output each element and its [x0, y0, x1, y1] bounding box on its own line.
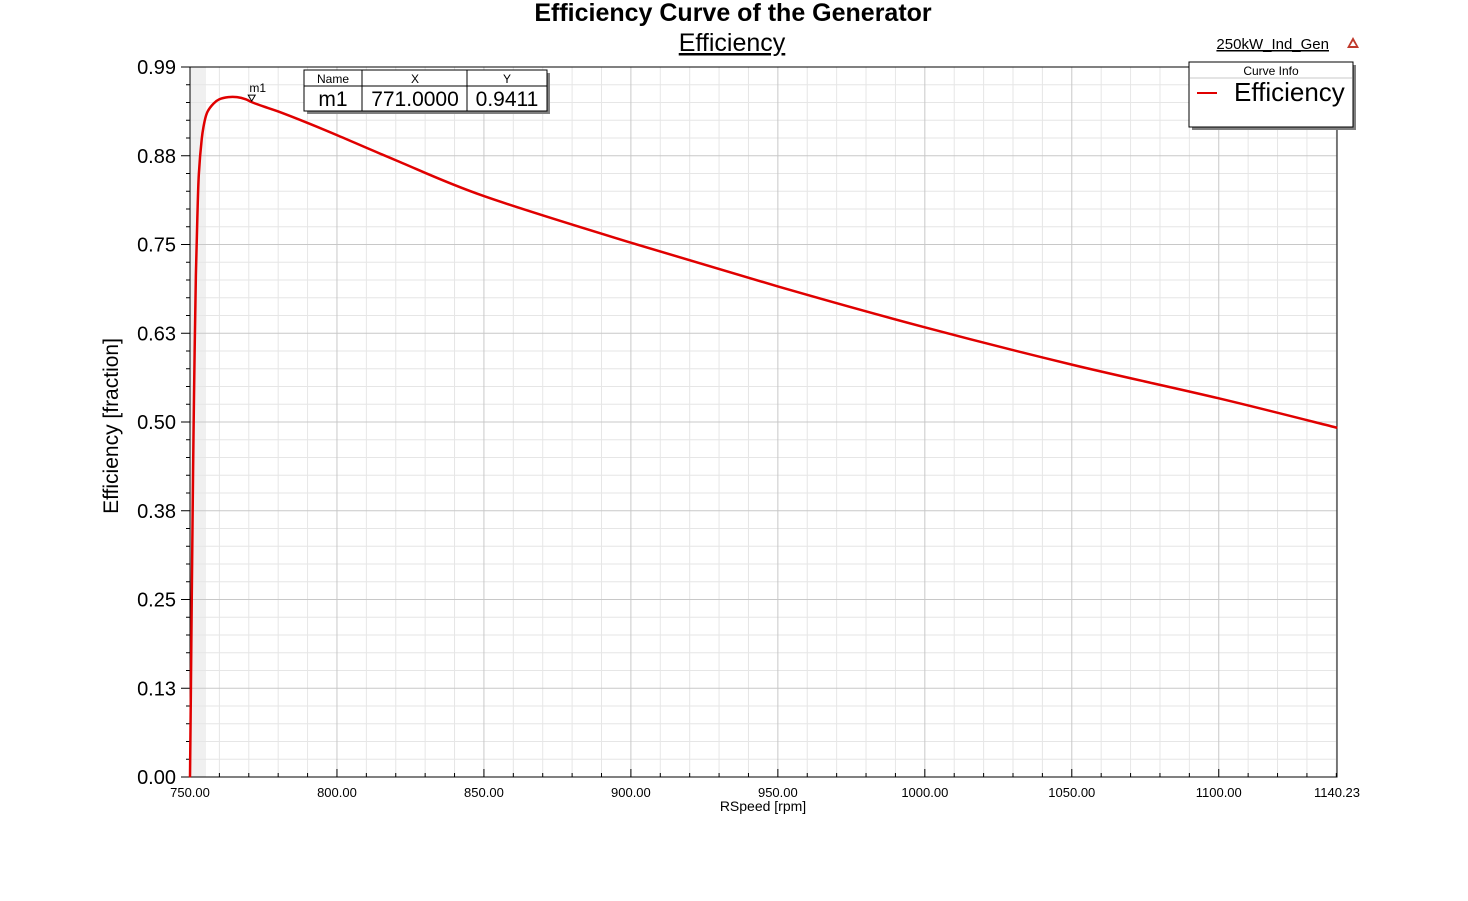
series-point [227, 96, 229, 98]
series-point [198, 173, 200, 176]
series-point [306, 122, 309, 124]
y-tick-label: 0.75 [137, 235, 176, 257]
x-tick-label: 850.00 [464, 785, 504, 800]
series-point [192, 511, 194, 513]
series-point [207, 110, 209, 113]
series-point [924, 326, 926, 328]
marker-table[interactable]: Name X Y m1 771.0000 0.9411 [303, 69, 550, 114]
x-tick-label: 1140.23 [1314, 785, 1360, 800]
x-tick-label: 900.00 [611, 785, 651, 800]
legend[interactable]: Curve Info Efficiency [1188, 61, 1356, 130]
x-tick-label: 800.00 [317, 785, 357, 800]
y-tick-label: 0.88 [137, 146, 176, 168]
legend-title: Curve Info [1243, 64, 1299, 78]
y-tick-label: 0.38 [137, 501, 176, 523]
marker-table-cell-y: 0.9411 [476, 88, 539, 111]
x-axis-title: RSpeed [rpm] [720, 798, 806, 814]
series-point [1071, 364, 1073, 366]
x-tick-label: 1000.00 [901, 785, 948, 800]
plot-frame [189, 66, 1338, 778]
axis-ticks [181, 66, 1337, 778]
marker-table-cell-x: 771.0000 [371, 88, 459, 111]
y-tick-label: 0.13 [137, 678, 176, 700]
design-name-link[interactable]: 250kW_Ind_Gen [1216, 36, 1329, 53]
series-point [336, 134, 338, 136]
y-tick-label: 0.63 [137, 323, 176, 345]
series-point [218, 98, 220, 100]
series-line-efficiency [188, 95, 1338, 778]
series-point [190, 690, 192, 692]
series-point [194, 346, 196, 348]
series-point [212, 102, 215, 105]
series-point [245, 98, 247, 100]
marker-table-header-y: Y [503, 72, 511, 86]
series-point [630, 242, 632, 244]
series-point [192, 432, 195, 434]
series-point [277, 110, 279, 113]
marker-layer: m1 [247, 81, 266, 103]
x-tick-label: 750.00 [170, 785, 210, 800]
marker-table-header-x: X [411, 72, 419, 86]
chart-title: Efficiency Curve of the Generator [534, 0, 932, 27]
y-tick-label: 0.50 [137, 412, 176, 434]
marker-m1-symbol[interactable] [247, 94, 257, 103]
x-tick-label: 1100.00 [1196, 785, 1242, 800]
chart-subtitle: Efficiency [679, 29, 786, 57]
x-axis-tick-labels: 750.00 800.00 850.00 900.00 950.00 1000.00 105… [170, 785, 1360, 800]
series-point [195, 274, 197, 276]
series-layer [188, 95, 1338, 778]
y-tick-label: 0.00 [137, 767, 176, 789]
y-tick-label: 0.99 [137, 57, 176, 79]
ansys-maxwell-icon [1347, 37, 1359, 48]
y-axis-tick-labels: 0.00 0.13 0.25 0.38 0.50 0.63 0.75 0.88 0.99 [137, 57, 176, 789]
series-point [395, 159, 397, 161]
series-point [483, 195, 485, 197]
series-point [189, 776, 191, 778]
legend-entry-efficiency: Efficiency [1234, 77, 1345, 107]
series-point [1218, 397, 1220, 399]
series-point [201, 138, 203, 140]
series-point [777, 285, 779, 288]
marker-table-cell-name: m1 [318, 88, 347, 111]
y-tick-label: 0.25 [137, 590, 176, 612]
x-tick-label: 950.00 [758, 785, 798, 800]
series-point [1336, 427, 1338, 429]
series-point [196, 217, 198, 219]
series-point [262, 105, 265, 108]
series-point [204, 120, 206, 122]
marker-table-header-name: Name [317, 72, 349, 86]
series-point [191, 597, 193, 599]
series-point [251, 101, 253, 103]
x-tick-label: 1050.00 [1048, 785, 1095, 800]
marker-m1-label: m1 [249, 81, 266, 95]
series-point [236, 96, 238, 98]
y-axis-title: Efficiency [fraction] [100, 338, 123, 514]
